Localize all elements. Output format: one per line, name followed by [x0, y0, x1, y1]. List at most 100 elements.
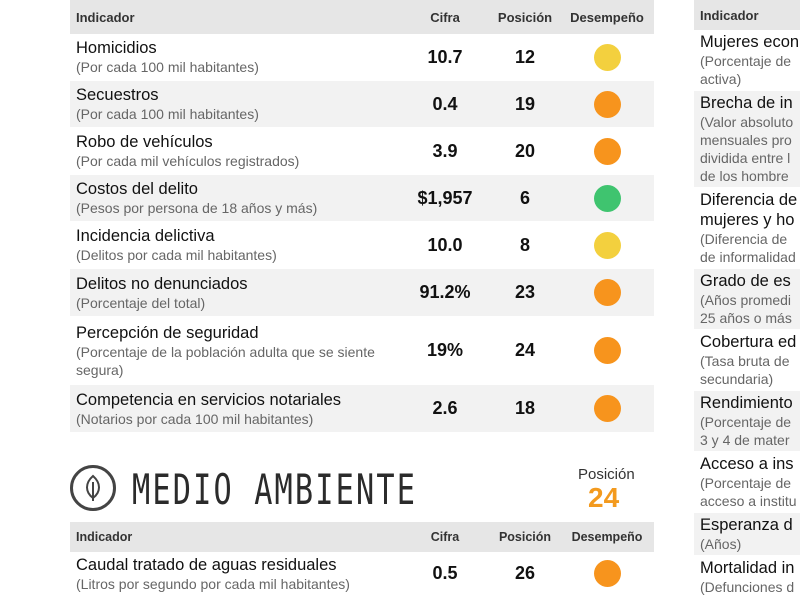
posicion-value: 18	[514, 398, 536, 418]
table-row: Cobertura ed (Tasa bruta de secundaria)	[694, 330, 800, 391]
section-title: MEDIO AMBIENTE	[132, 465, 418, 514]
table-row: Acceso a ins (Porcentaje de acceso a insti…	[694, 452, 800, 513]
posicion-value: 8	[519, 234, 530, 255]
header-cifra: Cifra	[430, 9, 460, 25]
desempeno-cell	[560, 395, 654, 422]
indicator-name: Secuestros	[76, 86, 159, 104]
indicator-description: dividida entre l	[700, 150, 791, 166]
indicator-description: (Litros por segundo por cada mil habitan…	[76, 575, 350, 592]
table-row: Robo de vehículos (Por cada mil vehículos…	[70, 128, 654, 175]
header-posicion: Posición	[497, 9, 553, 25]
indicator-name: Diferencia de	[700, 191, 798, 209]
indicator-description: (Notarios por cada 100 mil habitantes)	[76, 410, 314, 427]
indicator-name: Esperanza d	[700, 516, 793, 534]
indicator-cell: Caudal tratado de aguas residuales (Litro…	[70, 555, 400, 593]
indicator-name: Percepción de seguridad	[76, 323, 259, 342]
leaf-icon	[70, 465, 116, 511]
indicator-cell: Percepción de seguridad (Porcentaje de la…	[70, 323, 400, 379]
indicator-description: 25 años o más	[700, 310, 792, 326]
table-row: Grado de es (Años promedi 25 años o más	[694, 269, 800, 330]
table-row: Mujeres econ (Porcentaje de activa)	[694, 30, 800, 91]
indicator-cell: Grado de es (Años promedi 25 años o más	[694, 271, 800, 327]
indicator-name: Costos del delito	[76, 180, 198, 198]
table-row: Costos del delito (Pesos por persona de 1…	[70, 175, 654, 222]
performance-dot	[593, 395, 621, 422]
indicator-description: (Años promedi	[700, 292, 792, 308]
performance-dot	[593, 137, 621, 165]
cifra-value: 2.6	[432, 398, 458, 418]
indicator-name: Homicidios	[76, 39, 157, 57]
table-row: Competencia en servicios notariales (Nota…	[70, 385, 654, 433]
table-row: Mortalidad in (Defunciones d	[694, 556, 800, 599]
table-row: Homicidios (Por cada 100 mil habitantes) 1…	[70, 34, 654, 81]
indicator-description: (Porcentaje de	[700, 414, 792, 430]
indicator-name: mujeres y ho	[700, 211, 795, 229]
indicator-description: (Por cada mil vehículos registrados)	[76, 153, 300, 169]
position-value: 24	[588, 482, 620, 513]
indicator-cell: Delitos no denunciados (Porcentaje del to…	[70, 274, 400, 312]
header-indicador: Indicador	[76, 9, 135, 25]
environment-section-header: MEDIO AMBIENTE Posición 24	[70, 460, 654, 516]
indicator-description: (Años)	[700, 536, 742, 552]
posicion-value: 23	[514, 282, 536, 302]
cifra-value: 3.9	[432, 140, 458, 161]
indicator-cell: Esperanza d (Años)	[694, 515, 800, 553]
indicator-description: (Valor absoluto	[700, 114, 794, 130]
indicator-cell: Mortalidad in (Defunciones d	[694, 558, 800, 596]
cifra-value: 91.2%	[419, 282, 471, 302]
header-cifra: Cifra	[430, 530, 460, 544]
cifra-value: 10.0	[427, 234, 463, 255]
indicator-description: de los hombre	[700, 168, 789, 184]
cifra-value: 0.4	[432, 93, 458, 114]
indicator-name: Competencia en servicios notariales	[76, 390, 342, 409]
header-desempeno: Desempeño	[571, 530, 643, 544]
cifra-value: 10.7	[427, 46, 463, 67]
gender-education-indicators-table: Indicador Mujeres econ (Porcentaje de acti…	[694, 0, 800, 599]
indicator-description: (Porcentaje del total)	[76, 294, 206, 311]
header-desempeno: Desempeño	[570, 9, 644, 25]
indicator-cell: Cobertura ed (Tasa bruta de secundaria)	[694, 332, 800, 388]
performance-dot	[593, 90, 621, 118]
table-header: Indicador Cifra Posición Desempeño	[70, 0, 654, 34]
desempeno-cell	[560, 184, 654, 212]
table-row: Incidencia delictiva (Delitos por cada mi…	[70, 222, 654, 269]
indicator-description: (Diferencia de	[700, 231, 788, 247]
posicion-value: 19	[514, 93, 536, 114]
indicator-description: de informalidad	[700, 249, 796, 265]
indicator-description: 3 y 4 de mater	[700, 432, 790, 448]
desempeno-cell	[560, 137, 654, 165]
indicator-name: Cobertura ed	[700, 333, 797, 351]
posicion-value: 6	[519, 187, 530, 208]
indicator-name: Incidencia delictiva	[76, 227, 215, 245]
indicator-description: (Tasa bruta de	[700, 353, 790, 369]
cifra-value: $1,957	[417, 187, 473, 208]
indicator-name: Acceso a ins	[700, 455, 794, 473]
indicator-cell: Incidencia delictiva (Delitos por cada mi…	[70, 226, 400, 264]
posicion-value: 26	[514, 563, 536, 583]
indicator-description: mensuales pro	[700, 132, 792, 148]
posicion-value: 12	[514, 46, 536, 67]
indicator-cell: Mujeres econ (Porcentaje de activa)	[694, 32, 800, 88]
indicator-description: (Defunciones d	[700, 579, 795, 595]
indicator-description: activa)	[700, 71, 742, 87]
table-row: Caudal tratado de aguas residuales (Litro…	[70, 552, 654, 596]
desempeno-cell	[560, 43, 654, 71]
indicator-name: Delitos no denunciados	[76, 274, 248, 293]
indicator-description: (Por cada 100 mil habitantes)	[76, 59, 259, 75]
indicator-name: Robo de vehículos	[76, 133, 213, 151]
desempeno-cell	[560, 231, 654, 259]
environment-indicators-table: Indicador Cifra Posición Desempeño Cauda…	[70, 522, 654, 596]
indicator-description: (Delitos por cada mil habitantes)	[76, 247, 277, 263]
performance-dot	[593, 279, 621, 306]
header-indicador: Indicador	[76, 530, 133, 544]
indicator-cell: Robo de vehículos (Por cada mil vehículos…	[70, 132, 400, 170]
indicator-cell: Acceso a ins (Porcentaje de acceso a insti…	[694, 454, 800, 510]
indicator-cell: Brecha de in (Valor absoluto mensuales pro…	[694, 93, 800, 185]
table-header: Indicador Cifra Posición Desempeño	[70, 522, 654, 552]
desempeno-cell	[560, 279, 654, 306]
performance-dot	[593, 337, 621, 364]
indicator-name: Mujeres econ	[700, 33, 800, 51]
indicator-name: Mortalidad in	[700, 559, 795, 577]
table-row: Diferencia de mujeres y ho (Diferencia de d…	[694, 188, 800, 269]
performance-dot	[593, 184, 621, 212]
